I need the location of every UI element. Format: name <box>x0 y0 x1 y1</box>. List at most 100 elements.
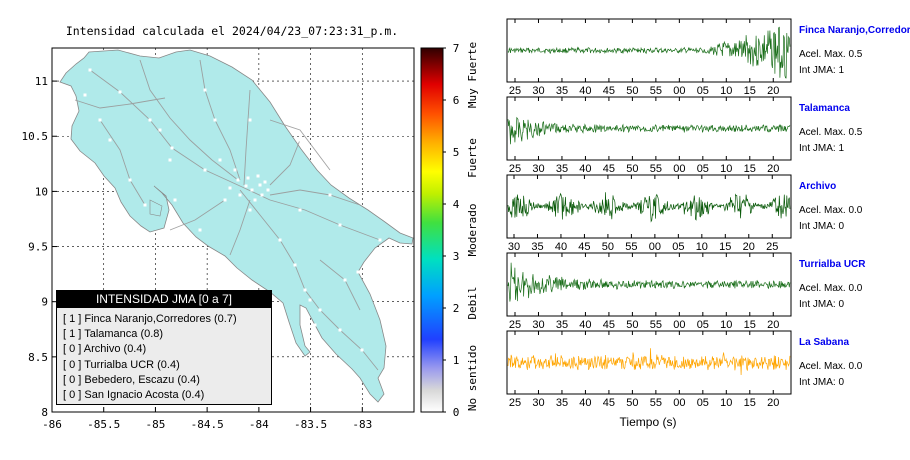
waveform-tick-label: 55 <box>650 163 662 175</box>
map-x-axis: -86 -85.5 -85 -84.5 -84 -83.5 -83 <box>42 407 372 431</box>
colorbar-tick-label: 1 <box>453 354 460 367</box>
waveform-tick-label: 15 <box>719 241 731 253</box>
town-marker <box>118 208 122 212</box>
station-max-accel: Acel. Max. 0.0 <box>799 361 863 372</box>
waveform-tick-label: 40 <box>579 85 591 97</box>
waveform-tick-label: 00 <box>673 163 685 175</box>
map-y-tick-label: 9 <box>41 296 48 309</box>
waveform-trace <box>507 192 791 223</box>
colorbar-tick-label: 6 <box>453 94 460 107</box>
town-marker <box>203 168 207 172</box>
colorbar-category-label: Muy Fuerte <box>466 42 479 108</box>
station-max-accel: Acel. Max. 0.0 <box>799 283 863 294</box>
station-name: Turrialba UCR <box>799 259 866 270</box>
town-marker <box>248 118 252 122</box>
waveform-tick-label: 25 <box>509 85 521 97</box>
waveform-tick-label: 30 <box>532 85 544 97</box>
town-marker <box>83 93 87 97</box>
waveform-tick-label: 45 <box>603 163 615 175</box>
town-marker <box>298 138 302 142</box>
waveform-tick-label: 55 <box>650 397 662 409</box>
colorbar-tick-label: 3 <box>453 250 460 263</box>
waveform-tick-label: 40 <box>579 319 591 331</box>
waveform-tick-label: 35 <box>556 85 568 97</box>
waveform-tick-label: 10 <box>720 319 732 331</box>
town-marker <box>278 238 282 242</box>
colorbar-category-label: Fuerte <box>466 138 479 178</box>
colorbar-categories: No sentido Debil Moderado Fuerte Muy Fuerte <box>466 42 479 411</box>
waveform-trace <box>507 26 791 79</box>
map-x-tick-label: -85.5 <box>87 418 120 431</box>
map-x-tick-label: -84.5 <box>191 418 224 431</box>
colorbar-category-label: Moderado <box>466 204 479 257</box>
town-marker <box>338 223 342 227</box>
colorbar-ticks: 0 1 2 3 4 5 6 7 <box>443 42 460 419</box>
map-y-tick-label: 10.5 <box>22 130 49 143</box>
waveform-tick-label: 50 <box>626 85 638 97</box>
station-jma-intensity: Int JMA: 0 <box>799 377 845 388</box>
town-marker <box>253 198 257 202</box>
waveform-tick-label: 30 <box>508 241 520 253</box>
town-marker <box>218 158 222 162</box>
map-y-tick-label: 9.5 <box>28 241 48 254</box>
waveform-tick-label: 45 <box>603 319 615 331</box>
town-marker <box>298 208 302 212</box>
town-marker <box>246 176 250 180</box>
town-marker <box>328 193 332 197</box>
legend-item: [ 0 ] Bebedero, Escazu (0.4) <box>63 373 200 386</box>
waveform-tick-label: 20 <box>767 319 779 331</box>
waveform-tick-label: 35 <box>556 397 568 409</box>
waveform-frame <box>506 96 792 161</box>
waveform-trace <box>507 262 791 302</box>
waveform-tick-label: 30 <box>532 163 544 175</box>
town-marker <box>168 158 172 162</box>
waveform-tick-label: 05 <box>697 397 709 409</box>
legend-item: [ 1 ] Talamanca (0.8) <box>63 328 164 341</box>
waveform-tick-label: 55 <box>650 85 662 97</box>
waveform-tick-label: 05 <box>697 85 709 97</box>
colorbar <box>420 47 444 413</box>
waveform-tick-label: 50 <box>626 397 638 409</box>
colorbar-tick-label: 5 <box>453 146 460 159</box>
map-town-markers <box>83 68 382 352</box>
town-marker <box>356 270 360 274</box>
legend-item: [ 1 ] Finca Naranjo,Corredores (0.7) <box>63 313 237 325</box>
town-marker <box>293 263 297 267</box>
waveform-tick-label: 30 <box>532 397 544 409</box>
town-marker <box>198 228 202 232</box>
town-marker <box>143 203 147 207</box>
map-y-axis: 11 10.5 10 9.5 9 8.5 8 <box>22 75 57 419</box>
waveform-panel: 25 30 35 40 45 50 55 00 05 10 15 20 <box>506 330 792 409</box>
waveform-tick-label: 35 <box>556 163 568 175</box>
waveform-panel: 25 30 35 40 45 50 55 00 05 10 15 20 <box>506 252 792 331</box>
waveform-tick-label: 15 <box>744 319 756 331</box>
town-marker <box>313 323 317 327</box>
waveform-panels: 25 30 35 40 45 50 55 00 05 10 15 20 25 30 35 40 45 50 55 00… <box>506 18 792 409</box>
legend-item: [ 0 ] Archivo (0.4) <box>63 343 147 356</box>
town-marker <box>260 193 264 197</box>
waveform-tick-label: 45 <box>603 397 615 409</box>
station-max-accel: Acel. Max. 0.0 <box>799 205 863 216</box>
town-marker <box>303 288 307 292</box>
waveform-tick-label: 15 <box>744 85 756 97</box>
town-marker <box>308 298 312 302</box>
town-marker <box>203 88 207 92</box>
town-marker <box>213 118 217 122</box>
waveform-tick-label: 10 <box>720 85 732 97</box>
waveform-tick-label: 20 <box>743 241 755 253</box>
town-marker <box>148 118 152 122</box>
waveform-tick-label: 05 <box>697 163 709 175</box>
legend-title: INTENSIDAD JMA [0 a 7] <box>57 291 271 308</box>
waveform-tick-label: 10 <box>720 397 732 409</box>
waveform-panel: 25 30 35 40 45 50 55 00 05 10 15 20 <box>506 18 792 97</box>
map-title: Intensidad calculada el 2024/04/23_07:23… <box>66 24 398 38</box>
waveform-tick-label: 35 <box>531 241 543 253</box>
waveform-tick-label: 40 <box>555 241 567 253</box>
station-name: Talamanca <box>799 103 850 114</box>
waveform-tick-label: 55 <box>650 319 662 331</box>
legend-item: [ 0 ] Turrialba UCR (0.4) <box>63 358 180 371</box>
colorbar-tick-label: 4 <box>453 198 460 211</box>
town-marker <box>233 168 237 172</box>
waveform-tick-label: 25 <box>509 163 521 175</box>
